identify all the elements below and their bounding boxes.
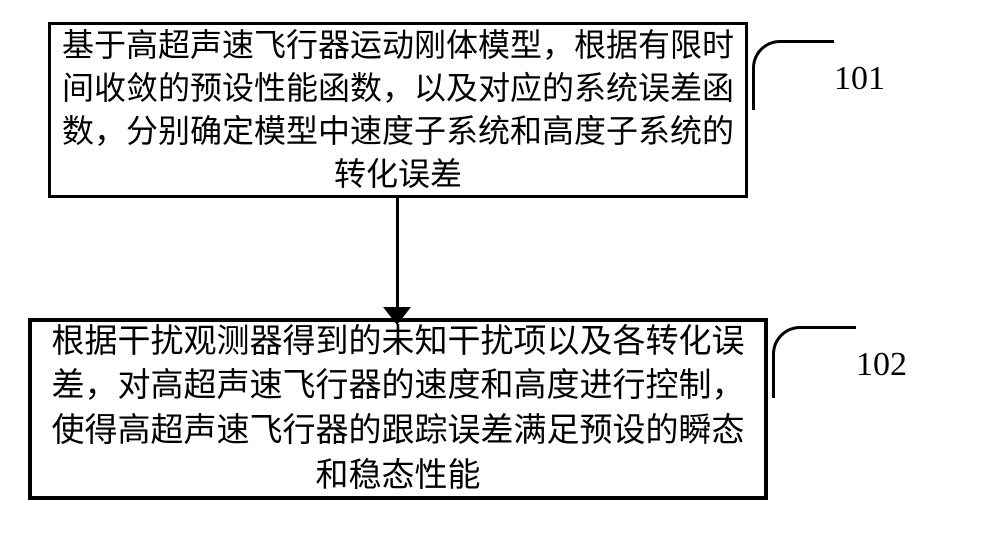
flow-node-text: 根据干扰观测器得到的未知干扰项以及各转化误差，对高超声速飞行器的速度和高度进行控…	[42, 320, 754, 498]
flow-node-bracket-n2	[772, 326, 856, 398]
flow-node-text: 基于高超声速飞行器运动刚体模型，根据有限时间收敛的预设性能函数，以及对应的系统误…	[61, 24, 735, 197]
flow-edge-line	[396, 198, 399, 309]
flow-node-bracket-n1	[752, 40, 834, 110]
arrow-down-icon	[383, 307, 411, 325]
flow-node-label-n2: 102	[856, 346, 907, 384]
flow-node-n2: 根据干扰观测器得到的未知干扰项以及各转化误差，对高超声速飞行器的速度和高度进行控…	[28, 318, 768, 500]
flow-node-n1: 基于高超声速飞行器运动刚体模型，根据有限时间收敛的预设性能函数，以及对应的系统误…	[48, 22, 748, 198]
flowchart-canvas: 基于高超声速飞行器运动刚体模型，根据有限时间收敛的预设性能函数，以及对应的系统误…	[0, 0, 1000, 549]
flow-node-label-n1: 101	[834, 60, 885, 98]
